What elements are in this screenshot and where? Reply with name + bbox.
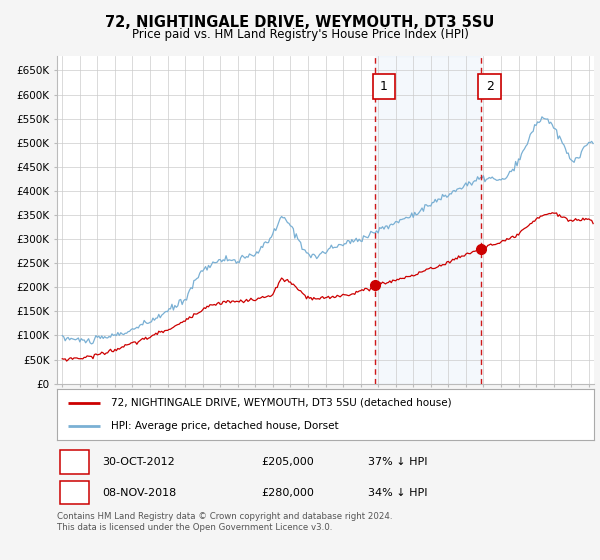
Text: 72, NIGHTINGALE DRIVE, WEYMOUTH, DT3 5SU (detached house): 72, NIGHTINGALE DRIVE, WEYMOUTH, DT3 5SU… [111, 398, 451, 408]
Text: 2: 2 [71, 486, 79, 500]
Bar [59, 450, 89, 474]
Bar [373, 74, 395, 99]
Text: HPI: Average price, detached house, Dorset: HPI: Average price, detached house, Dors… [111, 421, 338, 431]
Text: 34% ↓ HPI: 34% ↓ HPI [368, 488, 428, 498]
Text: 1: 1 [71, 455, 79, 469]
Text: Price paid vs. HM Land Registry's House Price Index (HPI): Price paid vs. HM Land Registry's House … [131, 28, 469, 41]
Text: 72, NIGHTINGALE DRIVE, WEYMOUTH, DT3 5SU: 72, NIGHTINGALE DRIVE, WEYMOUTH, DT3 5SU [106, 15, 494, 30]
Text: 37% ↓ HPI: 37% ↓ HPI [368, 457, 428, 467]
Text: 1: 1 [380, 80, 388, 94]
Text: £280,000: £280,000 [261, 488, 314, 498]
Text: 30-OCT-2012: 30-OCT-2012 [103, 457, 175, 467]
Text: 08-NOV-2018: 08-NOV-2018 [103, 488, 177, 498]
Text: £205,000: £205,000 [261, 457, 314, 467]
Bar [375, 56, 481, 384]
Text: Contains HM Land Registry data © Crown copyright and database right 2024.
This d: Contains HM Land Registry data © Crown c… [57, 512, 392, 532]
Bar [59, 481, 89, 505]
Text: 2: 2 [485, 80, 494, 94]
Bar [478, 74, 501, 99]
